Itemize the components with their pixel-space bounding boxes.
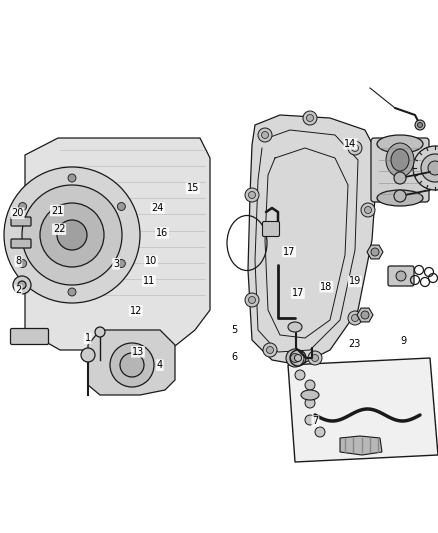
Circle shape [352, 314, 358, 321]
Circle shape [394, 172, 406, 184]
Circle shape [18, 281, 26, 289]
Text: 21: 21 [51, 206, 63, 215]
Text: 13: 13 [132, 347, 144, 357]
Circle shape [294, 354, 301, 361]
Circle shape [394, 190, 406, 202]
Text: 19: 19 [349, 277, 361, 286]
Polygon shape [340, 436, 382, 455]
Ellipse shape [377, 190, 423, 206]
Circle shape [295, 370, 305, 380]
Circle shape [290, 353, 300, 362]
Text: 5: 5 [231, 326, 237, 335]
Text: 18: 18 [320, 282, 332, 292]
Circle shape [13, 276, 31, 294]
Circle shape [371, 248, 379, 256]
Circle shape [110, 343, 154, 387]
Ellipse shape [391, 149, 409, 171]
Text: 1: 1 [85, 334, 91, 343]
Circle shape [248, 296, 255, 303]
FancyBboxPatch shape [11, 239, 31, 248]
Circle shape [315, 427, 325, 437]
Circle shape [4, 167, 140, 303]
Circle shape [428, 161, 438, 175]
Circle shape [305, 380, 315, 390]
Circle shape [19, 260, 27, 268]
Text: 7: 7 [312, 416, 318, 426]
Polygon shape [25, 138, 210, 350]
Circle shape [361, 311, 369, 319]
Polygon shape [288, 358, 438, 462]
Text: 16: 16 [156, 228, 168, 238]
Circle shape [311, 354, 318, 361]
Circle shape [396, 271, 406, 281]
Text: 22: 22 [53, 224, 65, 234]
FancyBboxPatch shape [11, 328, 49, 344]
Text: 4: 4 [157, 360, 163, 370]
Circle shape [348, 311, 362, 325]
Circle shape [248, 191, 255, 198]
Circle shape [417, 123, 423, 127]
Text: 3: 3 [113, 259, 119, 269]
Circle shape [266, 346, 273, 353]
Text: 15: 15 [187, 183, 199, 193]
Circle shape [361, 203, 375, 217]
Circle shape [40, 203, 104, 267]
Circle shape [245, 293, 259, 307]
Polygon shape [88, 330, 175, 395]
Text: 14: 14 [344, 139, 357, 149]
Circle shape [308, 351, 322, 365]
Polygon shape [248, 115, 378, 365]
Text: 11: 11 [143, 276, 155, 286]
Circle shape [305, 398, 315, 408]
Circle shape [303, 111, 317, 125]
FancyBboxPatch shape [262, 222, 279, 237]
Text: 17: 17 [292, 288, 304, 298]
Ellipse shape [386, 143, 414, 177]
Circle shape [68, 288, 76, 296]
Text: 23: 23 [349, 339, 361, 349]
Ellipse shape [288, 322, 302, 332]
Text: 20: 20 [11, 208, 24, 218]
Text: 24: 24 [152, 203, 164, 213]
Circle shape [261, 132, 268, 139]
Circle shape [245, 188, 259, 202]
Circle shape [117, 203, 125, 211]
Circle shape [19, 203, 27, 211]
Circle shape [81, 348, 95, 362]
Text: 8: 8 [15, 256, 21, 266]
Text: 9: 9 [400, 336, 406, 346]
Text: 2: 2 [15, 286, 21, 295]
Polygon shape [357, 308, 373, 322]
Circle shape [68, 174, 76, 182]
Circle shape [117, 260, 125, 268]
FancyBboxPatch shape [11, 217, 31, 226]
Circle shape [307, 115, 314, 122]
Circle shape [364, 206, 371, 214]
Circle shape [57, 220, 87, 250]
Circle shape [286, 349, 304, 367]
Ellipse shape [377, 135, 423, 153]
FancyBboxPatch shape [371, 138, 429, 202]
Circle shape [120, 353, 144, 377]
Circle shape [22, 185, 122, 285]
Text: 6: 6 [231, 352, 237, 362]
Polygon shape [367, 245, 383, 259]
Text: 10: 10 [145, 256, 157, 266]
Circle shape [413, 146, 438, 190]
Circle shape [352, 144, 358, 151]
Circle shape [421, 154, 438, 182]
FancyBboxPatch shape [388, 266, 414, 286]
Text: 17: 17 [283, 247, 295, 256]
Ellipse shape [301, 390, 319, 400]
Circle shape [95, 327, 105, 337]
Circle shape [258, 128, 272, 142]
Text: 12: 12 [130, 306, 142, 316]
Circle shape [415, 120, 425, 130]
Circle shape [305, 415, 315, 425]
Circle shape [348, 141, 362, 155]
Circle shape [263, 343, 277, 357]
